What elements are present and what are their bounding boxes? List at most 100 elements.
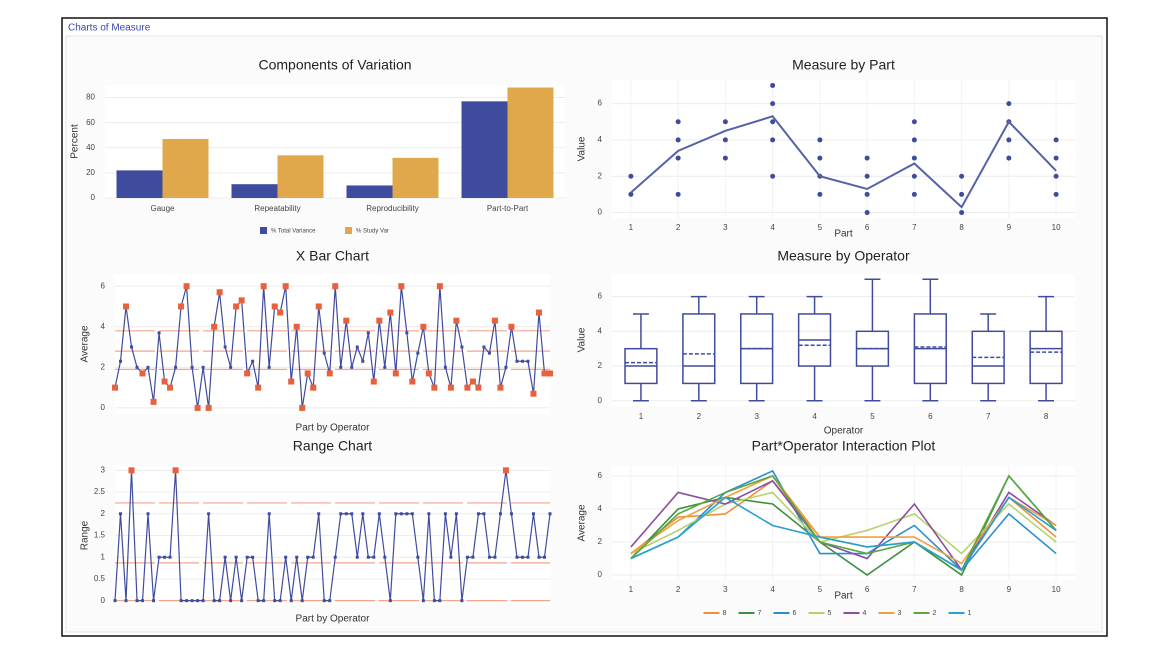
point — [420, 323, 427, 330]
y-tick-label: 40 — [86, 143, 95, 152]
point — [548, 512, 552, 516]
y-tick-label: 0 — [91, 193, 96, 202]
bar — [277, 155, 324, 198]
point — [207, 512, 211, 516]
point — [959, 191, 965, 197]
point — [350, 365, 354, 369]
point — [289, 599, 293, 603]
point — [135, 599, 139, 603]
y-tick-label: 2 — [598, 537, 603, 546]
x-tick-label: 5 — [870, 412, 875, 421]
series-line — [630, 474, 1057, 572]
y-tick-label: 0 — [101, 403, 106, 412]
point — [211, 323, 218, 330]
point — [410, 512, 414, 516]
point — [911, 191, 917, 197]
y-axis-label: Average — [577, 504, 588, 542]
point — [244, 370, 251, 377]
point — [229, 599, 233, 603]
x-tick-label: 9 — [1007, 223, 1012, 232]
point — [157, 331, 161, 335]
y-axis-label: Value — [577, 327, 588, 352]
point — [487, 555, 491, 559]
x-tick-label: 10 — [1052, 223, 1061, 232]
point — [535, 309, 542, 316]
x-tick-label: 4 — [770, 585, 775, 594]
point — [531, 512, 535, 516]
point — [262, 599, 266, 603]
point — [722, 137, 728, 143]
y-tick-label: 0 — [101, 596, 106, 605]
bar — [461, 101, 508, 198]
plot-area — [612, 274, 1075, 406]
point — [282, 283, 289, 290]
point — [1006, 155, 1012, 161]
point — [300, 599, 304, 603]
point — [218, 599, 222, 603]
point — [469, 378, 476, 385]
point — [405, 331, 409, 335]
point — [770, 101, 776, 107]
y-axis-label: Range — [80, 520, 91, 550]
point — [817, 155, 823, 161]
y-tick-label: 1.5 — [94, 531, 106, 540]
chart-title: X Bar Chart — [296, 248, 369, 264]
point — [229, 365, 233, 369]
point — [315, 303, 322, 310]
y-tick-label: 6 — [598, 292, 603, 301]
x-axis-label: Part by Operator — [296, 423, 371, 434]
x-tick-label: 5 — [818, 585, 823, 594]
y-tick-label: 2 — [598, 361, 603, 370]
point — [178, 303, 185, 310]
point — [322, 351, 326, 355]
point — [370, 378, 377, 385]
series-line — [630, 474, 1057, 565]
point — [190, 599, 194, 603]
box — [682, 313, 716, 385]
point — [196, 599, 200, 603]
point — [394, 512, 398, 516]
y-axis-label: Average — [80, 325, 91, 363]
point — [293, 323, 300, 330]
point — [431, 384, 438, 391]
point — [174, 365, 178, 369]
x-tick-label: 3 — [723, 223, 728, 232]
point — [344, 512, 348, 516]
point — [460, 345, 464, 349]
point — [1053, 137, 1059, 143]
point — [201, 599, 205, 603]
bar — [346, 185, 393, 198]
legend-label: 6 — [793, 610, 797, 617]
y-tick-label: 6 — [598, 99, 603, 108]
legend-label: 5 — [828, 610, 832, 617]
legend-label: 4 — [863, 610, 867, 617]
point — [475, 384, 482, 391]
point — [310, 384, 317, 391]
point — [487, 351, 491, 355]
point — [425, 370, 432, 377]
point — [146, 512, 150, 516]
x-tick-label: 6 — [865, 585, 870, 594]
plot-area — [612, 466, 1075, 580]
x-tick-label: 7 — [986, 412, 991, 421]
point — [443, 365, 447, 369]
x-tick-label: 7 — [912, 585, 917, 594]
legend-label: % Study Var — [356, 229, 389, 235]
point — [245, 555, 249, 559]
point — [223, 345, 227, 349]
point — [443, 512, 447, 516]
x-tick-label: 2 — [676, 223, 681, 232]
point — [770, 82, 776, 88]
point — [465, 555, 469, 559]
point — [817, 137, 823, 143]
point — [333, 555, 337, 559]
point — [515, 359, 519, 363]
point — [251, 359, 255, 363]
point — [770, 119, 776, 125]
y-tick-label: 4 — [598, 326, 603, 335]
point — [438, 599, 442, 603]
y-tick-label: 3 — [101, 465, 106, 474]
x-tick-label: 1 — [639, 412, 644, 421]
point — [163, 555, 167, 559]
legend-swatch — [260, 227, 267, 234]
